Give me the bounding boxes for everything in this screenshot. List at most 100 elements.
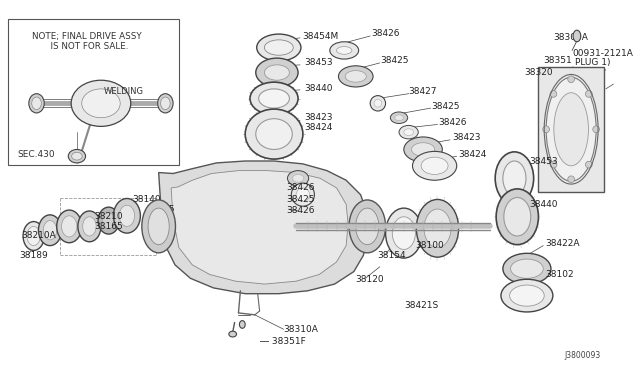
- Ellipse shape: [395, 115, 403, 121]
- Text: 38300A: 38300A: [553, 33, 588, 42]
- Ellipse shape: [256, 119, 292, 150]
- Ellipse shape: [287, 171, 308, 186]
- Text: ― 38351F: ― 38351F: [260, 337, 305, 346]
- Ellipse shape: [390, 112, 408, 124]
- Ellipse shape: [27, 227, 40, 246]
- Text: 38454M: 38454M: [302, 32, 338, 41]
- Text: IS NOT FOR SALE.: IS NOT FOR SALE.: [45, 42, 128, 51]
- Ellipse shape: [264, 40, 293, 55]
- Ellipse shape: [509, 285, 544, 306]
- Ellipse shape: [504, 198, 531, 236]
- Ellipse shape: [72, 153, 82, 160]
- Text: 38154: 38154: [377, 251, 406, 260]
- Text: 38440: 38440: [529, 200, 557, 209]
- Ellipse shape: [61, 216, 77, 237]
- Text: 38210: 38210: [94, 212, 123, 221]
- Ellipse shape: [296, 188, 310, 201]
- Ellipse shape: [78, 211, 101, 242]
- Ellipse shape: [337, 46, 352, 54]
- Ellipse shape: [501, 279, 553, 312]
- Ellipse shape: [399, 125, 419, 139]
- Ellipse shape: [98, 207, 119, 234]
- Polygon shape: [171, 171, 348, 284]
- Text: 38351: 38351: [543, 55, 572, 64]
- Text: 38320: 38320: [524, 68, 553, 77]
- Ellipse shape: [349, 200, 385, 253]
- Text: 38421S: 38421S: [404, 301, 438, 310]
- Text: 38422A: 38422A: [545, 239, 580, 248]
- Ellipse shape: [119, 205, 134, 227]
- Ellipse shape: [404, 129, 413, 135]
- Text: 38453: 38453: [304, 58, 332, 67]
- Text: 38424: 38424: [459, 150, 487, 159]
- Ellipse shape: [424, 209, 451, 247]
- Text: 38427: 38427: [409, 87, 437, 96]
- Text: 38100: 38100: [415, 241, 444, 250]
- Text: 38426: 38426: [287, 183, 315, 192]
- Ellipse shape: [245, 109, 303, 159]
- Ellipse shape: [392, 217, 415, 250]
- Text: 38125: 38125: [146, 205, 175, 214]
- Ellipse shape: [250, 82, 298, 115]
- Ellipse shape: [586, 161, 592, 168]
- Ellipse shape: [374, 99, 381, 107]
- Text: 00931-2121A: 00931-2121A: [572, 49, 633, 58]
- Ellipse shape: [68, 150, 86, 163]
- Ellipse shape: [330, 42, 358, 59]
- Ellipse shape: [157, 94, 173, 113]
- Ellipse shape: [38, 215, 61, 246]
- Text: 38425: 38425: [432, 102, 460, 111]
- Ellipse shape: [345, 71, 366, 82]
- Text: 38102: 38102: [545, 270, 574, 279]
- Ellipse shape: [292, 174, 304, 182]
- Ellipse shape: [404, 137, 442, 162]
- Ellipse shape: [161, 97, 170, 110]
- Text: 38426: 38426: [438, 118, 467, 127]
- Ellipse shape: [259, 89, 289, 108]
- Text: NOTE; FINAL DRIVE ASSY: NOTE; FINAL DRIVE ASSY: [31, 32, 141, 41]
- Ellipse shape: [554, 93, 588, 166]
- Ellipse shape: [102, 212, 115, 229]
- Text: WELDING: WELDING: [104, 87, 144, 96]
- Ellipse shape: [546, 77, 596, 181]
- Ellipse shape: [257, 34, 301, 61]
- Ellipse shape: [503, 253, 551, 284]
- Ellipse shape: [385, 208, 422, 258]
- Ellipse shape: [586, 90, 592, 97]
- Ellipse shape: [148, 208, 169, 245]
- Ellipse shape: [543, 126, 550, 133]
- Text: 38423: 38423: [304, 113, 332, 122]
- Text: 38426: 38426: [287, 206, 315, 215]
- Ellipse shape: [29, 94, 44, 113]
- Text: J3800093: J3800093: [564, 351, 601, 360]
- Ellipse shape: [568, 76, 575, 83]
- Ellipse shape: [417, 199, 459, 257]
- Text: 38310A: 38310A: [284, 325, 319, 334]
- Ellipse shape: [413, 151, 457, 180]
- Text: 38453: 38453: [529, 157, 557, 166]
- Text: 38140: 38140: [132, 195, 161, 204]
- Ellipse shape: [550, 161, 557, 168]
- Ellipse shape: [264, 65, 289, 80]
- Text: 38426: 38426: [371, 29, 399, 38]
- Ellipse shape: [23, 222, 44, 250]
- Ellipse shape: [356, 208, 379, 245]
- Text: PLUG 1): PLUG 1): [575, 58, 611, 67]
- Text: 38189: 38189: [19, 251, 48, 260]
- Ellipse shape: [142, 200, 175, 253]
- Ellipse shape: [568, 176, 575, 183]
- Ellipse shape: [57, 210, 82, 243]
- Text: 38120: 38120: [356, 275, 385, 284]
- Text: SEC.430: SEC.430: [17, 150, 55, 159]
- Text: 38165: 38165: [94, 222, 123, 231]
- Ellipse shape: [496, 189, 538, 245]
- Ellipse shape: [291, 183, 314, 206]
- Bar: [8, 19, 179, 165]
- Ellipse shape: [503, 161, 526, 196]
- Ellipse shape: [44, 221, 57, 240]
- Ellipse shape: [32, 97, 42, 110]
- Polygon shape: [159, 161, 367, 294]
- Text: 38425: 38425: [381, 55, 409, 64]
- Text: 38423: 38423: [452, 134, 481, 142]
- Text: 38425: 38425: [287, 195, 315, 204]
